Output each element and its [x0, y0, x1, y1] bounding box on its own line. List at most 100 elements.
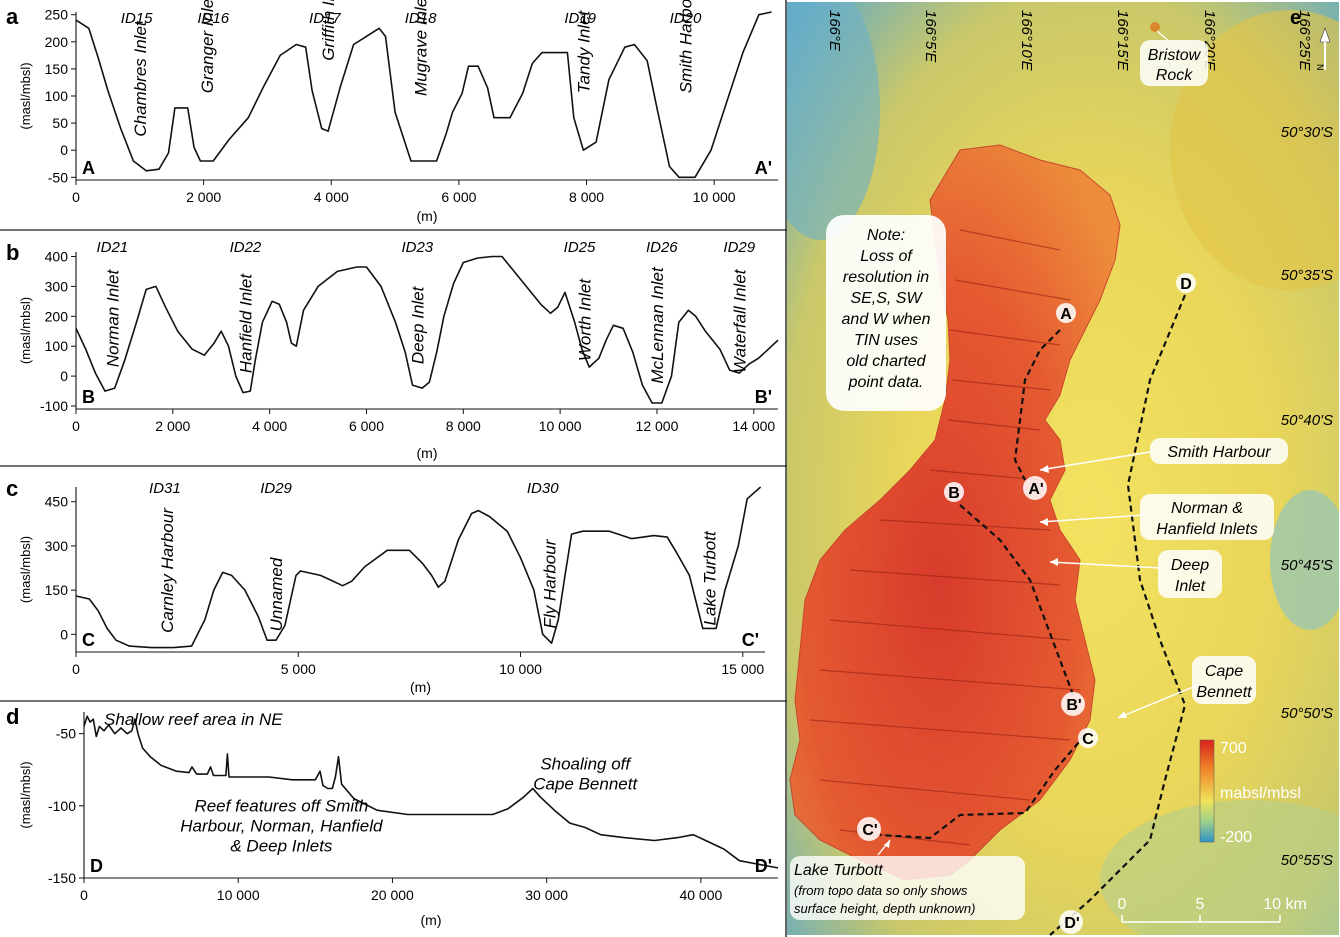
y-tick-label: 150 [45, 61, 69, 77]
endpoint-label: A' [1028, 481, 1043, 498]
x-tick-label: 0 [72, 418, 80, 434]
inlet-id-label: ID17 [309, 10, 341, 27]
profile-chart-c: 0 5 000 10 000 15 000 0 150 300 450 (m) (masl/mbs… [18, 480, 765, 695]
x-tick-label: 15 000 [721, 661, 764, 677]
profile-end-label: B' [755, 387, 772, 407]
lon-label: 166°15'E [1114, 10, 1131, 72]
scale-bar: 0 5 10 km [1118, 896, 1307, 923]
y-tick-label: 100 [45, 88, 69, 104]
transect-a [1013, 329, 1061, 481]
x-tick-label: 2 000 [186, 189, 221, 205]
inlet-name-label: Deep Inlet [408, 285, 427, 364]
y-tick-label: -100 [40, 398, 68, 414]
endpoint-d-prime: D' [1059, 910, 1083, 934]
endpoint-label: C [1082, 731, 1094, 748]
legend-max: 700 [1220, 740, 1247, 757]
transect-endpoints: A A' B B' C C' D D' [857, 273, 1196, 934]
x-tick-label: 4 000 [314, 189, 349, 205]
chart-annotation: Cape Bennett [533, 775, 638, 794]
x-axis-label: (m) [410, 679, 431, 695]
lake-note-line: surface height, depth unknown) [794, 901, 975, 916]
inlet-name-label: Waterfall Inlet [730, 268, 749, 373]
map-panel [787, 2, 1339, 935]
inlet-name-label: Fly Harbour [540, 538, 559, 628]
x-tick-label: 4 000 [252, 418, 287, 434]
note-line: SE,S, SW [850, 290, 923, 307]
auckland-island-relief [789, 144, 1121, 881]
callout-norman-hanfield: Norman & Hanfield Inlets [1039, 494, 1274, 540]
y-axis-label: (masl/mbsl) [18, 62, 33, 129]
note-line: old charted [846, 353, 926, 370]
lon-label: 166°5'E [922, 10, 939, 63]
label-line: Rock [1156, 67, 1193, 84]
panel-letter-e: e [1290, 7, 1301, 29]
inlet-name-label: Worth Inlet [575, 278, 594, 361]
callout-line: Smith Harbour [1167, 444, 1271, 461]
note-line: Loss of [860, 248, 913, 265]
x-tick-label: 2 000 [155, 418, 190, 434]
chart-annotation: & Deep Inlets [230, 837, 333, 856]
inlet-id-label: ID19 [564, 10, 596, 27]
inlet-name-label: McLennan Inlet [648, 266, 667, 384]
lon-label: 166°E [826, 10, 843, 52]
map-callouts: Smith Harbour Norman & Hanfield Inlets D… [1039, 438, 1288, 719]
legend-min: -200 [1220, 829, 1252, 846]
lat-label: 50°50'S [1281, 705, 1333, 722]
note-line: resolution in [843, 269, 929, 286]
panel-frames [0, 0, 787, 937]
lake-note-line: (from topo data so only shows [794, 883, 968, 898]
endpoint-b-prime: B' [1061, 692, 1085, 716]
x-tick-label: 40 000 [679, 887, 722, 903]
profile-end-label: A' [755, 158, 772, 178]
north-arrow-icon: N [1315, 27, 1331, 71]
inlet-name-label: Tandy Inlet [574, 9, 593, 93]
callout-smith-harbour: Smith Harbour [1039, 438, 1288, 473]
x-tick-label: 5 000 [281, 661, 316, 677]
lat-label: 50°40'S [1281, 412, 1333, 429]
y-tick-label: 0 [60, 626, 68, 642]
callout-line: Bennett [1196, 684, 1252, 701]
inlet-name-label: Carnley Harbour [158, 507, 177, 633]
scale-tick: 10 km [1263, 896, 1307, 913]
chart-annotation: Shallow reef area in NE [104, 710, 283, 729]
inlet-id-label: ID31 [149, 480, 181, 497]
bathymetry-shade [787, 2, 880, 240]
map-longitude-labels: 166°E 166°5'E 166°10'E 166°15'E 166°20'E… [826, 10, 1313, 72]
inlet-id-label: ID25 [564, 239, 596, 256]
inlet-name-label: Hanfield Inlet [236, 273, 255, 374]
x-tick-label: 20 000 [371, 887, 414, 903]
y-tick-label: 50 [52, 115, 68, 131]
inlet-name-label: Norman Inlet [103, 269, 122, 368]
x-tick-label: 8 000 [446, 418, 481, 434]
inlet-id-label: ID30 [527, 480, 559, 497]
y-tick-label: 200 [45, 308, 69, 324]
north-label: N [1315, 64, 1325, 71]
x-tick-label: 0 [72, 189, 80, 205]
endpoint-label: B [948, 485, 960, 502]
lat-label: 50°45'S [1281, 557, 1333, 574]
profile-start-label: A [82, 158, 95, 178]
x-axis-label: (m) [417, 208, 438, 224]
lat-label: 50°55'S [1281, 852, 1333, 869]
inlet-id-label: ID21 [96, 239, 128, 256]
y-tick-label: -50 [48, 169, 68, 185]
inlet-name-label: Chambres Inlet [131, 20, 150, 137]
elevation-legend: 700 mabsl/mbsl -200 [1199, 739, 1301, 846]
inlet-id-label: ID16 [197, 10, 229, 27]
inlet-id-label: ID26 [646, 239, 678, 256]
y-tick-label: 250 [45, 7, 69, 23]
y-tick-label: -100 [48, 798, 76, 814]
x-tick-label: 0 [72, 661, 80, 677]
inlet-name-label: Mugrave Inlet [412, 0, 431, 96]
profile-chart-d: 0 10 000 20 000 30 000 40 000 -150 -100 -50 (m) (… [18, 710, 779, 928]
panel-letter-c: c [6, 476, 18, 501]
endpoint-label: D' [1064, 915, 1079, 932]
y-tick-label: 100 [45, 338, 69, 354]
x-tick-label: 12 000 [636, 418, 679, 434]
lat-label: 50°30'S [1281, 124, 1333, 141]
callout-cape-bennett: Cape Bennett [1117, 656, 1256, 719]
transect-d [1049, 294, 1187, 936]
y-tick-label: 400 [45, 248, 69, 264]
y-tick-label: 300 [45, 278, 69, 294]
